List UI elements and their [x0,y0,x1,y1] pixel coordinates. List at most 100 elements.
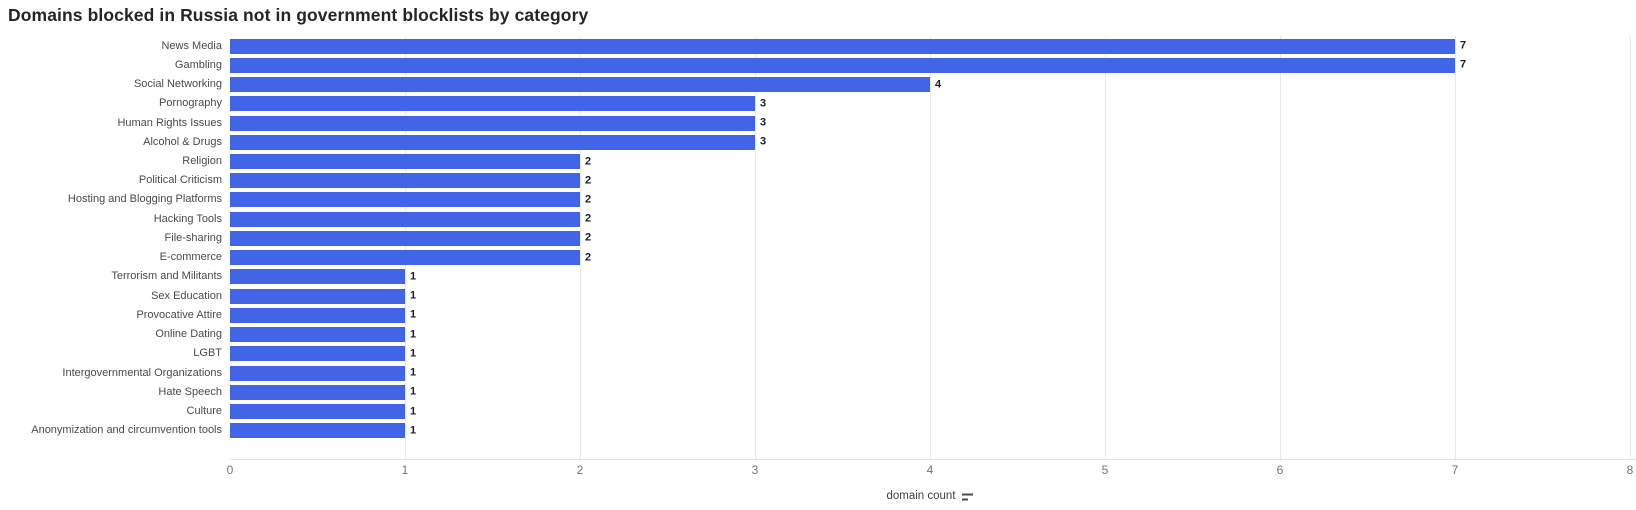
bar-row: Human Rights Issues 3 [0,113,1636,132]
bar-track: 1 [230,288,1630,304]
bar-row: LGBT 1 [0,344,1636,363]
category-label: Hate Speech [158,385,222,398]
bar-row: Online Dating 1 [0,325,1636,344]
category-label: Intergovernmental Organizations [62,366,222,379]
bar-row: Political Criticism 2 [0,171,1636,190]
category-label: Anonymization and circumvention tools [31,424,222,437]
bar-row: Anonymization and circumvention tools 1 [0,421,1636,440]
x-axis-label: domain count [886,490,956,502]
bar-track: 1 [230,384,1630,400]
bar-row: Hosting and Blogging Platforms 2 [0,190,1636,209]
gridline [1455,36,1456,459]
bar [230,327,405,343]
value-label: 2 [585,174,592,187]
bar [230,134,755,150]
bar-row: Religion 2 [0,152,1636,171]
x-tick-label: 5 [1101,463,1109,477]
bar-track: 3 [230,115,1630,131]
bar [230,423,405,439]
bar-row: Social Networking 4 [0,75,1636,94]
gridline [1630,36,1631,459]
bar [230,38,1455,54]
gridline [1280,36,1281,459]
category-label: Religion [182,155,222,168]
bar-track: 3 [230,134,1630,150]
bar [230,250,580,266]
bar [230,192,580,208]
bar [230,307,405,323]
value-label: 1 [410,405,417,418]
bar [230,384,405,400]
value-label: 2 [585,231,592,244]
gridline [1105,36,1106,459]
sort-descending-icon [961,493,973,501]
bar-row: Sex Education 1 [0,287,1636,306]
bar [230,288,405,304]
bar [230,230,580,246]
value-label: 7 [1460,58,1467,71]
value-label: 1 [410,366,417,379]
gridline [580,36,581,459]
bar-row: Intergovernmental Organizations 1 [0,363,1636,382]
bar-chart: News Media 7 Gambling 7 Social Networking 4 Po… [0,37,1636,441]
bar [230,57,1455,73]
value-label: 1 [410,328,417,341]
bar-track: 1 [230,365,1630,381]
category-label: E-commerce [159,251,222,264]
x-axis-sort-control[interactable]: domain count [886,490,973,503]
value-label: 3 [760,135,767,148]
bar [230,365,405,381]
category-label: Terrorism and Militants [111,270,222,283]
bar-row: Terrorism and Militants 1 [0,267,1636,286]
value-label: 1 [410,424,417,437]
value-label: 1 [410,347,417,360]
x-tick-label: 6 [1276,463,1284,477]
value-label: 2 [585,193,592,206]
gridline [405,36,406,459]
x-tick-label: 8 [1626,463,1634,477]
bar [230,173,580,189]
gridline [755,36,756,459]
category-label: Human Rights Issues [117,116,222,129]
bar-track: 7 [230,57,1630,73]
category-label: Pornography [159,97,222,110]
x-tick-label: 4 [926,463,934,477]
x-tick-label: 2 [576,463,584,477]
bar [230,269,405,285]
bar-track: 3 [230,96,1630,112]
category-label: Online Dating [155,328,222,341]
bar-row: Pornography 3 [0,94,1636,113]
bar-track: 1 [230,423,1630,439]
bar-row: File-sharing 2 [0,229,1636,248]
bar-row: E-commerce 2 [0,248,1636,267]
bar-row: Gambling 7 [0,56,1636,75]
x-tick-label: 0 [226,463,234,477]
bar-track: 1 [230,269,1630,285]
chart-title: Domains blocked in Russia not in governm… [8,5,589,25]
value-label: 1 [410,385,417,398]
value-label: 7 [1460,39,1467,52]
bar-track: 2 [230,173,1630,189]
value-label: 4 [935,78,942,91]
bar [230,96,755,112]
bar-track: 1 [230,327,1630,343]
bar-row: Culture 1 [0,402,1636,421]
gridline [930,36,931,459]
category-label: News Media [161,39,222,52]
category-label: LGBT [193,347,222,360]
value-label: 2 [585,212,592,225]
category-label: Gambling [174,58,222,71]
bar-row: News Media 7 [0,37,1636,56]
value-label: 3 [760,116,767,129]
value-label: 1 [410,308,417,321]
value-label: 2 [585,251,592,264]
bar [230,115,755,131]
bar-track: 7 [230,38,1630,54]
bar-track: 2 [230,192,1630,208]
value-label: 1 [410,289,417,302]
x-axis-label-wrap: domain count [230,486,1630,504]
bar [230,211,580,227]
bar-track: 1 [230,307,1630,323]
